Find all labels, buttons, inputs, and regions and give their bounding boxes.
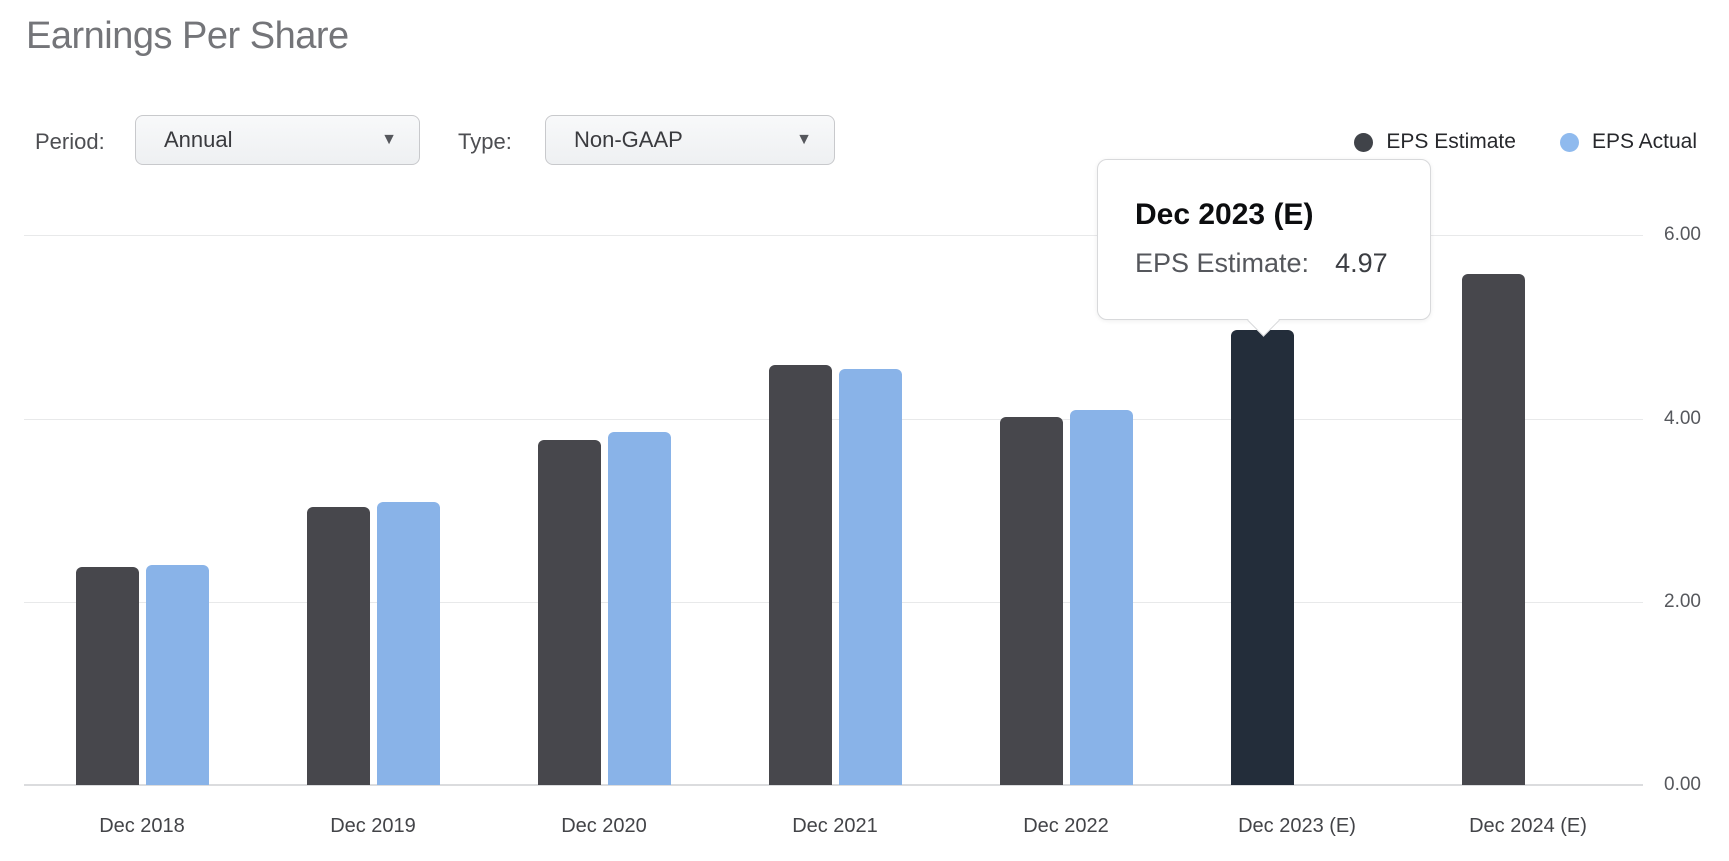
gridline bbox=[24, 601, 1643, 603]
gridline bbox=[24, 418, 1643, 420]
chevron-down-icon: ▼ bbox=[796, 131, 812, 148]
bar-eps-estimate-2018[interactable] bbox=[75, 566, 139, 785]
y-axis-label: 0.00 bbox=[1664, 774, 1701, 795]
legend: EPS Estimate EPS Actual bbox=[1354, 130, 1697, 154]
tooltip-series-label: EPS Estimate: bbox=[1135, 248, 1310, 278]
x-axis-label: Dec 2018 bbox=[99, 815, 185, 837]
x-axis-label: Dec 2020 bbox=[561, 815, 647, 837]
tooltip: Dec 2023 (E) EPS Estimate: 4.97 bbox=[1097, 159, 1431, 320]
bar-eps-estimate-2023[interactable] bbox=[1230, 329, 1294, 785]
bar-eps-actual-2022[interactable] bbox=[1069, 410, 1133, 785]
tooltip-value: 4.97 bbox=[1335, 248, 1388, 278]
legend-dot-icon bbox=[1559, 132, 1579, 152]
chart-title: Earnings Per Share bbox=[26, 15, 349, 57]
bar-eps-estimate-2021[interactable] bbox=[768, 365, 832, 785]
y-axis-label: 4.00 bbox=[1664, 407, 1701, 429]
bar-eps-estimate-2020[interactable] bbox=[537, 439, 601, 785]
legend-dot-icon bbox=[1354, 132, 1374, 152]
x-axis-label: Dec 2019 bbox=[330, 815, 416, 837]
x-axis-baseline bbox=[24, 784, 1643, 786]
type-dropdown-value: Non-GAAP bbox=[574, 127, 683, 152]
legend-item-eps-estimate[interactable]: EPS Estimate bbox=[1354, 130, 1516, 154]
y-axis-label: 6.00 bbox=[1664, 224, 1701, 246]
period-label: Period: bbox=[35, 129, 105, 154]
bar-eps-estimate-2024[interactable] bbox=[1461, 273, 1525, 785]
period-dropdown[interactable]: Annual ▼ bbox=[135, 115, 420, 165]
x-axis-label: Dec 2024 (E) bbox=[1469, 815, 1587, 837]
bar-eps-estimate-2019[interactable] bbox=[306, 506, 370, 785]
legend-item-label: EPS Actual bbox=[1591, 130, 1697, 153]
gridline bbox=[24, 235, 1643, 237]
tooltip-title: Dec 2023 (E) bbox=[1135, 198, 1314, 231]
bar-eps-estimate-2022[interactable] bbox=[999, 416, 1063, 785]
chevron-down-icon: ▼ bbox=[381, 131, 397, 148]
legend-item-eps-actual[interactable]: EPS Actual bbox=[1559, 130, 1697, 154]
period-dropdown-value: Annual bbox=[164, 127, 233, 152]
x-axis-label: Dec 2021 bbox=[792, 815, 878, 837]
bar-eps-actual-2021[interactable] bbox=[838, 369, 902, 785]
type-dropdown[interactable]: Non-GAAP ▼ bbox=[545, 115, 835, 165]
y-axis-label: 2.00 bbox=[1664, 590, 1701, 612]
bar-eps-actual-2019[interactable] bbox=[376, 501, 440, 785]
bar-eps-actual-2020[interactable] bbox=[607, 432, 671, 785]
x-axis-label: Dec 2023 (E) bbox=[1238, 815, 1356, 837]
legend-item-label: EPS Estimate bbox=[1386, 130, 1516, 153]
type-label: Type: bbox=[458, 129, 512, 154]
x-axis-label: Dec 2022 bbox=[1023, 815, 1109, 837]
bar-eps-actual-2018[interactable] bbox=[145, 565, 209, 785]
